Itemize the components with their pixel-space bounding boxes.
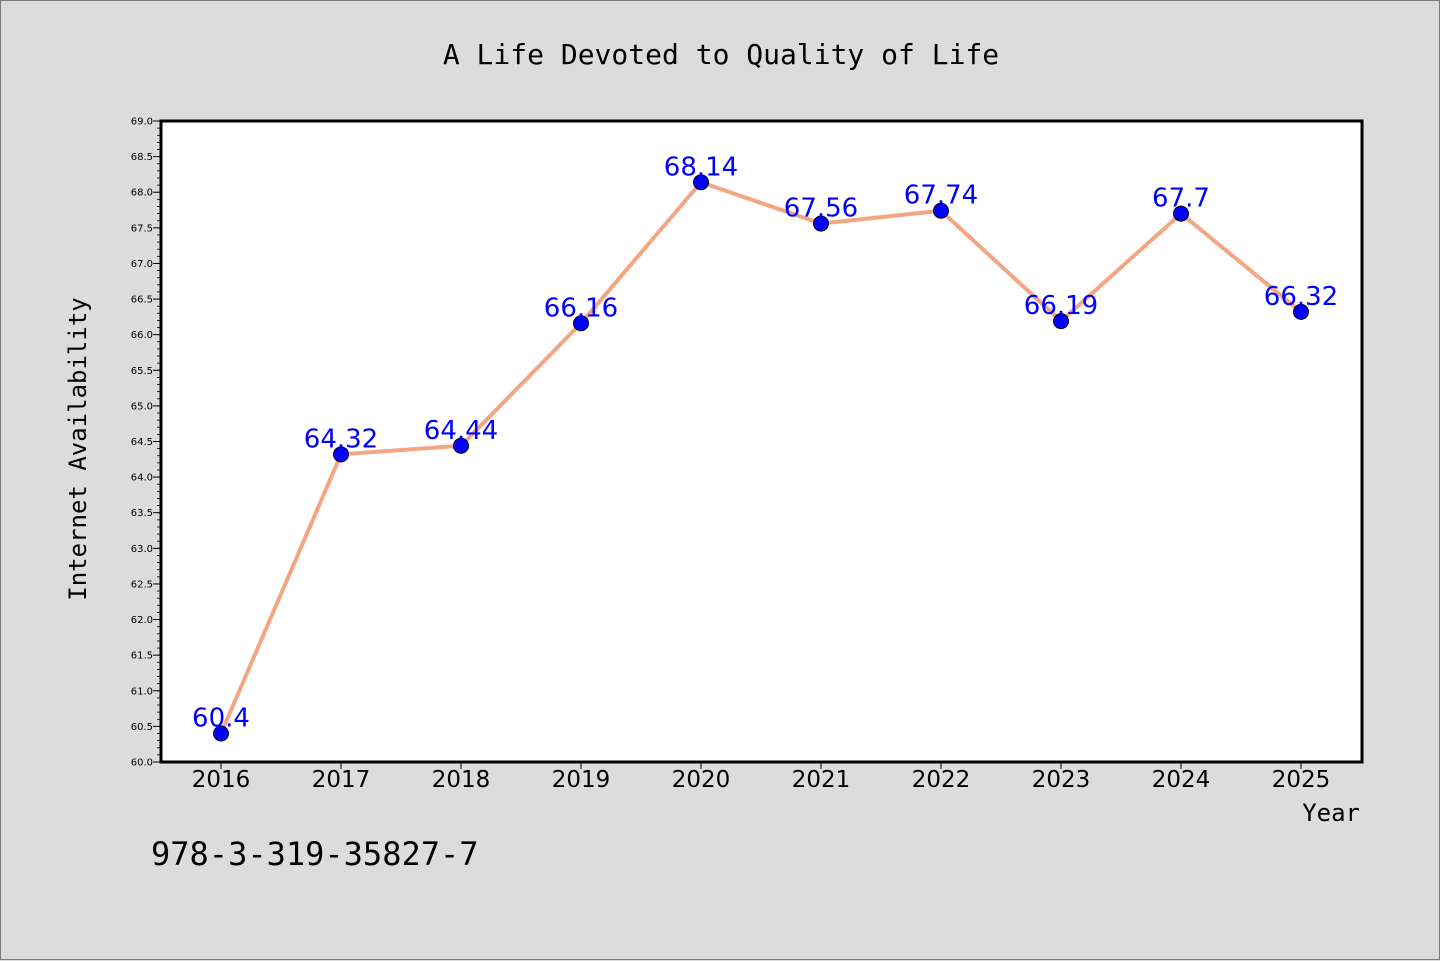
data-label: 67.56 [784, 194, 858, 224]
footer-isbn: 978-3-319-35827-7 [151, 835, 479, 873]
data-point [933, 202, 949, 219]
plot-frame [159, 119, 1364, 764]
series-layer [213, 174, 1309, 742]
x-tick-label: 2023 [1032, 767, 1091, 793]
x-axis-label: Year [1302, 799, 1360, 827]
y-tick-label: 64.0 [131, 473, 153, 484]
data-point [1173, 205, 1189, 222]
data-point [213, 725, 229, 742]
y-tick-label: 63.0 [131, 544, 153, 555]
data-point [453, 437, 469, 454]
x-tick-label: 2024 [1152, 767, 1211, 793]
chart-title: A Life Devoted to Quality of Life [443, 38, 999, 71]
y-tick-label: 60.5 [131, 722, 153, 733]
data-label: 66.16 [544, 293, 618, 323]
y-tick-label: 67.0 [131, 259, 153, 270]
y-tick-label: 61.0 [131, 686, 153, 697]
y-tick-label: 69.0 [131, 117, 153, 128]
x-tick-label: 2021 [792, 767, 851, 793]
y-tick-label: 68.0 [131, 188, 153, 199]
y-tick-label: 66.5 [131, 295, 153, 306]
y-tick-label: 60.0 [131, 758, 153, 769]
data-point [333, 446, 349, 463]
data-label: 60.4 [192, 704, 250, 734]
x-tick-label: 2020 [672, 767, 731, 793]
data-point [693, 174, 709, 191]
x-axis-ticks: 2016 2017 2018 2019 2020 2021 2022 2023 2024 2025 [192, 762, 1331, 793]
plot-area [161, 121, 1362, 762]
y-tick-label: 65.0 [131, 401, 153, 412]
y-tick-label: 62.5 [131, 579, 153, 590]
data-point [1053, 313, 1069, 330]
y-tick-label: 63.5 [131, 508, 153, 519]
y-tick-label: 65.5 [131, 366, 153, 377]
y-axis-label: Internet Availability [64, 297, 92, 600]
data-point [573, 315, 589, 332]
data-label: 66.19 [1024, 291, 1098, 321]
data-label: 68.14 [664, 152, 738, 182]
y-tick-label: 61.5 [131, 651, 153, 662]
x-tick-label: 2016 [192, 767, 251, 793]
y-tick-label: 67.5 [131, 223, 153, 234]
y-axis-ticks: 60.0 60.5 61.0 61.5 62.0 62.5 63.0 63.5 64.0 64.5… [131, 117, 161, 769]
x-tick-label: 2018 [432, 767, 491, 793]
data-label: 64.44 [424, 416, 498, 446]
series-line [219, 180, 1303, 736]
data-label: 67.74 [904, 181, 978, 211]
y-tick-label: 66.0 [131, 330, 153, 341]
data-point [813, 215, 829, 232]
data-point [1293, 303, 1309, 320]
data-label: 67.7 [1152, 184, 1210, 214]
y-tick-label: 62.0 [131, 615, 153, 626]
x-tick-label: 2019 [552, 767, 611, 793]
x-tick-label: 2017 [312, 767, 371, 793]
y-tick-label: 68.5 [131, 152, 153, 163]
x-tick-label: 2022 [912, 767, 971, 793]
x-tick-label: 2025 [1272, 767, 1331, 793]
data-label: 66.32 [1264, 282, 1338, 312]
data-label: 64.32 [304, 424, 378, 454]
y-tick-label: 64.5 [131, 437, 153, 448]
data-labels-layer: 60.4 64.32 64.44 66.16 68.14 67.56 67.74 66.19 6… [192, 152, 1338, 733]
